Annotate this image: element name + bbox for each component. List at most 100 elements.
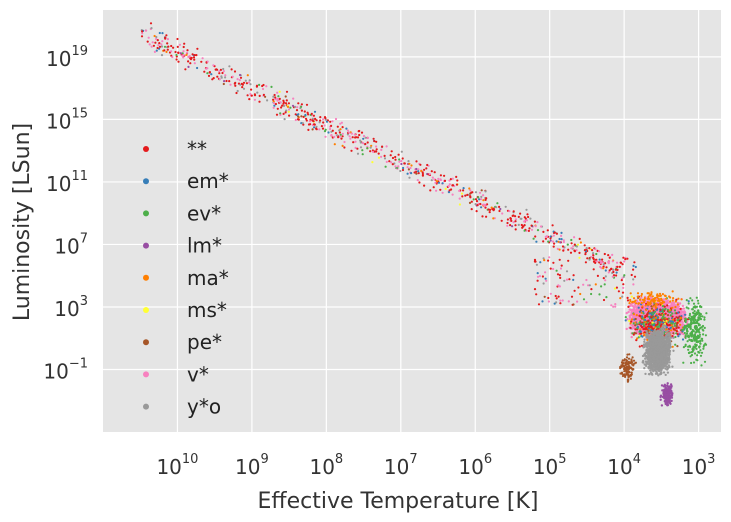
data-point [634,324,637,327]
data-point [676,319,680,322]
data-point [600,285,603,288]
data-point [623,274,626,277]
data-point [375,150,378,153]
data-point [430,170,433,173]
data-point [653,328,657,332]
data-point [354,146,357,149]
data-point [665,319,668,322]
data-point [146,40,149,43]
data-point [458,189,461,192]
data-point [642,312,645,315]
data-point [160,45,164,48]
data-point [359,141,362,144]
data-point [351,136,354,139]
data-point [331,129,334,132]
data-point [626,299,630,302]
data-point [222,67,225,71]
data-point [644,319,647,322]
data-point [417,168,420,171]
data-point [486,203,489,206]
data-point [210,73,213,76]
data-point [539,225,543,228]
data-point [421,174,424,177]
data-point [449,178,452,181]
data-point [536,275,540,278]
data-point [549,267,552,270]
data-point [319,119,322,122]
data-point [455,175,458,178]
data-point [514,224,517,227]
data-point [415,170,418,173]
data-point [287,110,290,113]
data-point [341,135,344,138]
data-point [543,259,546,262]
data-point [474,191,478,194]
data-point [371,150,375,153]
data-point [664,312,667,315]
data-point [277,95,280,98]
data-point [508,210,511,213]
data-point [285,109,288,112]
data-point [315,125,318,128]
data-point [475,210,478,213]
data-point [218,70,221,73]
data-point [666,304,669,307]
data-point [538,275,542,278]
data-point [294,105,297,108]
data-point [594,248,597,251]
data-point [602,277,605,280]
data-point [331,120,334,123]
data-point [282,99,285,102]
data-point [320,125,323,128]
data-point [250,94,253,97]
data-point [658,321,662,324]
data-point [638,345,641,348]
data-point [201,57,204,60]
data-point [488,211,491,214]
data-point [359,139,362,142]
data-point [163,45,167,48]
data-point [239,76,243,79]
data-point [582,283,585,286]
data-point [207,74,211,77]
data-point [536,229,540,232]
data-point [596,274,600,277]
data-point [275,113,279,116]
data-point [417,170,420,173]
data-point [322,121,325,124]
data-point [684,313,687,316]
data-point [439,188,442,191]
data-point [677,311,680,314]
data-point [611,253,614,256]
data-point [643,340,646,343]
data-point [654,324,657,327]
data-point [559,302,562,305]
data-point [549,237,552,240]
data-point [340,121,343,124]
data-point [155,49,158,52]
data-point [468,187,471,190]
data-point [233,70,237,73]
data-point [523,220,526,223]
data-point [527,229,531,232]
data-point [487,208,490,211]
data-point [430,179,433,182]
data-point [394,155,397,159]
data-point [220,75,223,78]
data-point [624,319,627,322]
data-point [234,84,237,87]
data-point [650,305,653,308]
data-point [587,284,590,287]
data-point [431,176,434,179]
data-point [311,119,314,122]
data-point [676,345,679,348]
data-point [549,239,552,242]
data-point [676,333,679,336]
grid-lines [103,10,721,432]
data-point [333,143,336,146]
data-point [176,37,179,41]
data-point [681,338,685,341]
data-point [346,129,349,132]
data-point [222,82,225,86]
data-point [403,162,406,165]
